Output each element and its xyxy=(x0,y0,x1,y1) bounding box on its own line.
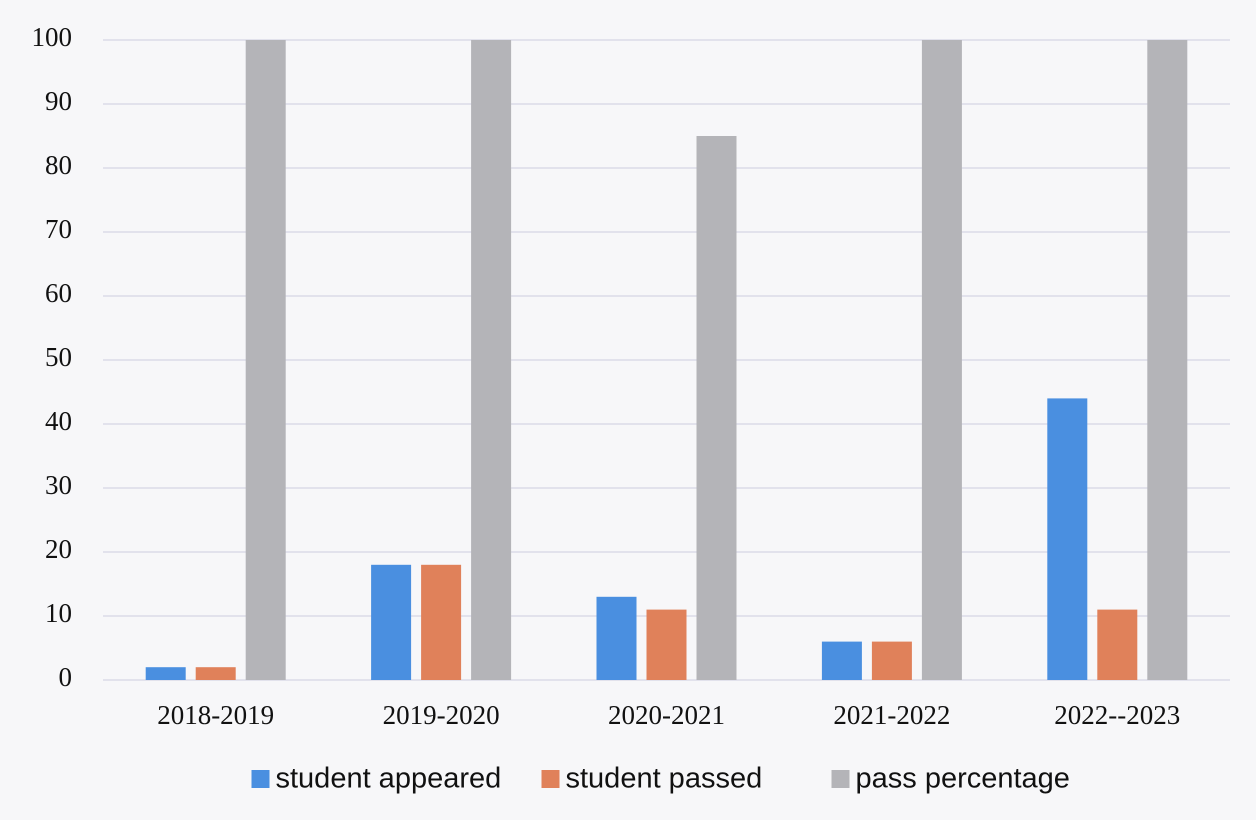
y-tick-label: 20 xyxy=(45,534,72,564)
y-tick-label: 100 xyxy=(32,22,73,52)
bar xyxy=(1097,609,1138,680)
y-tick-label: 90 xyxy=(45,86,72,116)
legend-swatch xyxy=(251,770,270,788)
y-tick-label: 30 xyxy=(45,470,72,500)
x-tick-label: 2021-2022 xyxy=(833,700,950,730)
y-tick-label: 70 xyxy=(45,214,72,244)
x-tick-label: 2019-2020 xyxy=(383,700,500,730)
bar xyxy=(1047,398,1088,680)
bar xyxy=(696,136,737,680)
bar xyxy=(471,40,512,680)
y-tick-label: 40 xyxy=(45,406,72,436)
legend-swatch xyxy=(831,770,850,788)
y-tick-label: 0 xyxy=(59,662,73,692)
bar xyxy=(195,667,236,680)
legend-swatch xyxy=(541,770,560,788)
bar xyxy=(245,40,286,680)
legend-label: student appeared xyxy=(276,763,502,795)
legend: student appeared student passed pass perce… xyxy=(251,763,1070,795)
y-tick-label: 80 xyxy=(45,150,72,180)
y-tick-label: 50 xyxy=(45,342,72,372)
legend-label: pass percentage xyxy=(856,763,1070,795)
bar xyxy=(871,641,912,680)
bar xyxy=(646,609,687,680)
bar xyxy=(421,564,462,680)
x-tick-label: 2018-2019 xyxy=(157,700,274,730)
bar xyxy=(921,40,962,680)
y-tick-label: 10 xyxy=(45,598,72,628)
bar xyxy=(371,564,412,680)
x-tick-label: 2022--2023 xyxy=(1054,700,1180,730)
y-tick-label: 60 xyxy=(45,278,72,308)
bar xyxy=(1147,40,1188,680)
bar xyxy=(596,596,637,680)
x-tick-label: 2020-2021 xyxy=(608,700,725,730)
legend-label: student passed xyxy=(566,763,763,795)
bar xyxy=(821,641,862,680)
bar xyxy=(145,667,186,680)
